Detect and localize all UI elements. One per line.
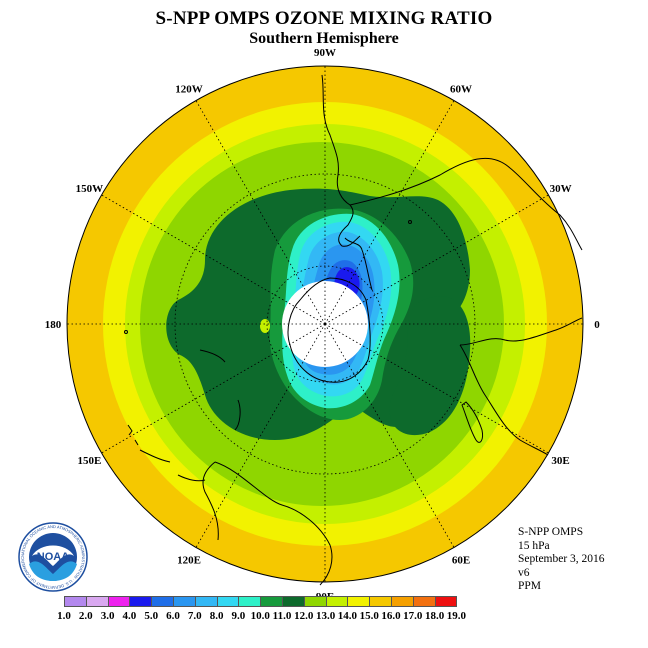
legend-tick-label: 1.0 <box>57 610 71 622</box>
africa-coast-2 <box>459 344 549 456</box>
legend-swatch <box>412 596 436 607</box>
longitude-label: 30W <box>550 183 572 195</box>
legend-swatch <box>260 596 283 607</box>
legend-swatch <box>434 596 458 607</box>
meridian-lines <box>67 66 583 582</box>
meridian-line <box>195 323 326 548</box>
longitude-label: 150W <box>76 183 104 195</box>
meridian-line <box>324 100 455 325</box>
logo-text: NOAA <box>37 551 69 563</box>
new-zealand <box>199 349 241 431</box>
legend-swatch <box>129 596 153 607</box>
legend-swatch <box>173 596 196 607</box>
madagascar <box>461 401 483 443</box>
legend-tick-label: 3.0 <box>100 610 115 622</box>
longitude-label: 0 <box>594 319 600 331</box>
meridian-line <box>324 323 455 548</box>
legend-swatch <box>369 596 392 607</box>
legend-swatch <box>391 596 414 607</box>
longitude-label: 120W <box>175 83 203 95</box>
longitude-label: 90W <box>314 47 336 59</box>
south-pole-marker <box>323 322 327 326</box>
islands-sw <box>127 424 139 446</box>
longitude-label: 60E <box>452 555 470 567</box>
antarctica-coast <box>287 277 371 383</box>
units-label: PPM <box>518 580 542 592</box>
africa-coast <box>459 317 583 346</box>
longitude-label: 180 <box>45 319 62 331</box>
legend-tick-label: 19.0 <box>446 610 467 622</box>
latitude-circle-inner <box>266 265 384 383</box>
latitude-circle-outer <box>174 173 476 475</box>
legend-tick-label: 15.0 <box>359 610 379 622</box>
legend-tick-label: 2.0 <box>78 610 93 622</box>
legend-tick-label: 18.0 <box>424 610 445 622</box>
legend-swatch <box>347 596 371 607</box>
legend-tick-label: 17.0 <box>403 610 423 622</box>
meridian-line <box>324 323 549 454</box>
australia-coast <box>214 461 333 586</box>
legend-swatch <box>64 596 87 607</box>
map-subtitle: Southern Hemisphere <box>249 30 399 47</box>
longitude-label: 60W <box>450 83 472 95</box>
longitude-label: 120E <box>177 555 201 567</box>
legend-tick-label: 8.0 <box>209 610 224 622</box>
coastlines <box>124 74 583 586</box>
meridian-line <box>101 194 326 325</box>
legend-swatch <box>194 596 218 607</box>
noaa-logo: NOAA NATIONAL OCEANIC AND ATMOSPHERIC AD… <box>18 522 88 592</box>
legend-tick-label: 13.0 <box>315 610 336 622</box>
map-info-block: S-NPP OMPS 15 hPa September 3, 2016 v6 P… <box>518 526 605 594</box>
legend-swatch <box>238 596 262 607</box>
legend-swatch <box>216 596 240 607</box>
meridian-line <box>324 194 549 325</box>
longitude-label: 150E <box>77 455 101 467</box>
version-label: v6 <box>518 566 530 579</box>
australia-coast-2 <box>202 461 219 541</box>
meridian-line <box>101 323 326 454</box>
contour-island <box>260 319 270 333</box>
legend-tick-label: 16.0 <box>381 610 401 622</box>
map-title: S-NPP OMPS OZONE MIXING RATIO <box>155 8 493 29</box>
legend-tick-label: 6.0 <box>166 610 180 622</box>
date-label: September 3, 2016 <box>518 553 605 565</box>
map-boundary <box>66 65 584 583</box>
instrument-label: S-NPP OMPS <box>518 526 584 538</box>
legend-swatch <box>303 596 327 607</box>
antarctic-peninsula <box>344 237 373 291</box>
legend-swatch <box>85 596 109 607</box>
meridian-line <box>195 100 326 325</box>
legend-swatch <box>282 596 305 607</box>
pressure-level-label: 15 hPa <box>518 539 550 552</box>
contour-10-11-east <box>389 296 471 436</box>
legend-tick-label: 9.0 <box>231 610 246 622</box>
legend-tick-label: 11.0 <box>272 610 292 622</box>
graticule <box>67 66 583 582</box>
legend-tick-label: 12.0 <box>294 610 314 622</box>
south-america-coast-2 <box>349 157 583 251</box>
legend-tick-label: 14.0 <box>337 610 358 622</box>
legend-tick-label: 10.0 <box>250 610 270 622</box>
legend-swatch <box>107 596 131 607</box>
legend-tick-label: 5.0 <box>144 610 159 622</box>
legend-tick-label: 7.0 <box>187 610 202 622</box>
legend-swatch <box>151 596 174 607</box>
legend-swatch <box>325 596 349 607</box>
indonesia <box>139 449 206 482</box>
legend-tick-label: 4.0 <box>122 610 137 622</box>
longitude-label: 30E <box>551 455 569 467</box>
